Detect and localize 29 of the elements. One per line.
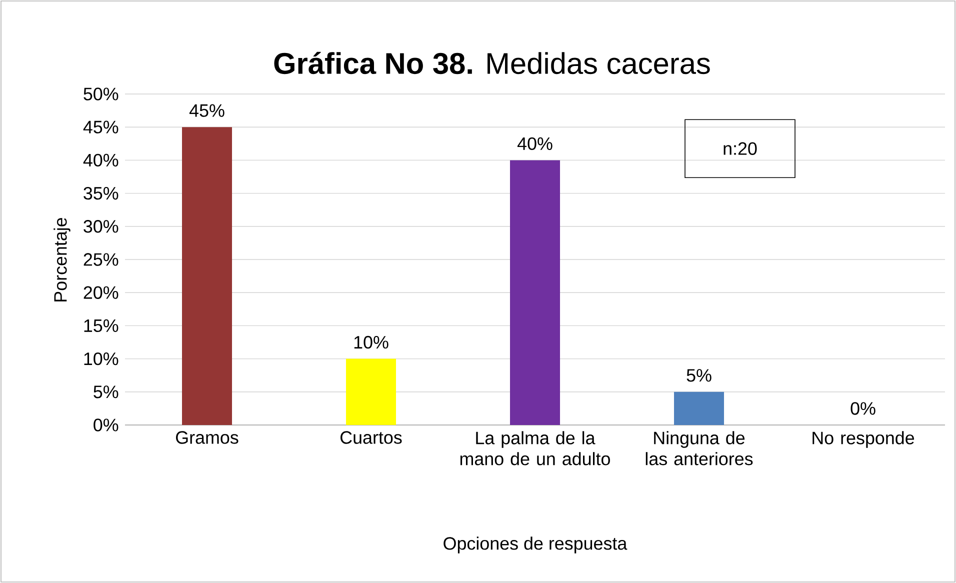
data-label: 5% — [686, 369, 712, 382]
y-tick-label: 15% — [84, 319, 118, 332]
data-label: 40% — [517, 137, 552, 150]
x-tick-label: La palma de la mano de un adulto — [460, 431, 610, 466]
x-axis-title: Opciones de respuesta — [444, 536, 628, 554]
y-tick-label: 0% — [94, 418, 118, 432]
data-label: 10% — [354, 336, 388, 349]
bar — [182, 127, 232, 425]
y-tick-label: 5% — [94, 386, 118, 398]
y-axis-title: Porcentaje — [54, 218, 70, 302]
y-tick-label: 45% — [83, 120, 118, 134]
x-tick-label: No responde — [812, 431, 914, 448]
data-label: 45% — [189, 104, 224, 117]
x-tick-label: Ninguna de las anteriores — [646, 431, 753, 466]
x-tick-label: Cuartos — [340, 431, 402, 444]
annotation: n:20 — [724, 142, 757, 155]
y-tick-label: 20% — [84, 286, 118, 299]
bar — [346, 358, 396, 425]
y-tick-label: 25% — [84, 253, 118, 266]
data-label: 0% — [850, 402, 876, 415]
y-tick-label: 50% — [84, 88, 118, 100]
y-tick-label: 10% — [84, 352, 118, 366]
chart-title: Gráfica No 38. Medidas caceras — [274, 52, 710, 74]
y-tick-label: 40% — [83, 154, 118, 167]
y-tick-label: 30% — [84, 220, 118, 233]
bar — [510, 160, 560, 425]
bar — [674, 392, 724, 425]
y-tick-label: 35% — [84, 186, 118, 200]
x-tick-label: Gramos — [176, 431, 238, 444]
